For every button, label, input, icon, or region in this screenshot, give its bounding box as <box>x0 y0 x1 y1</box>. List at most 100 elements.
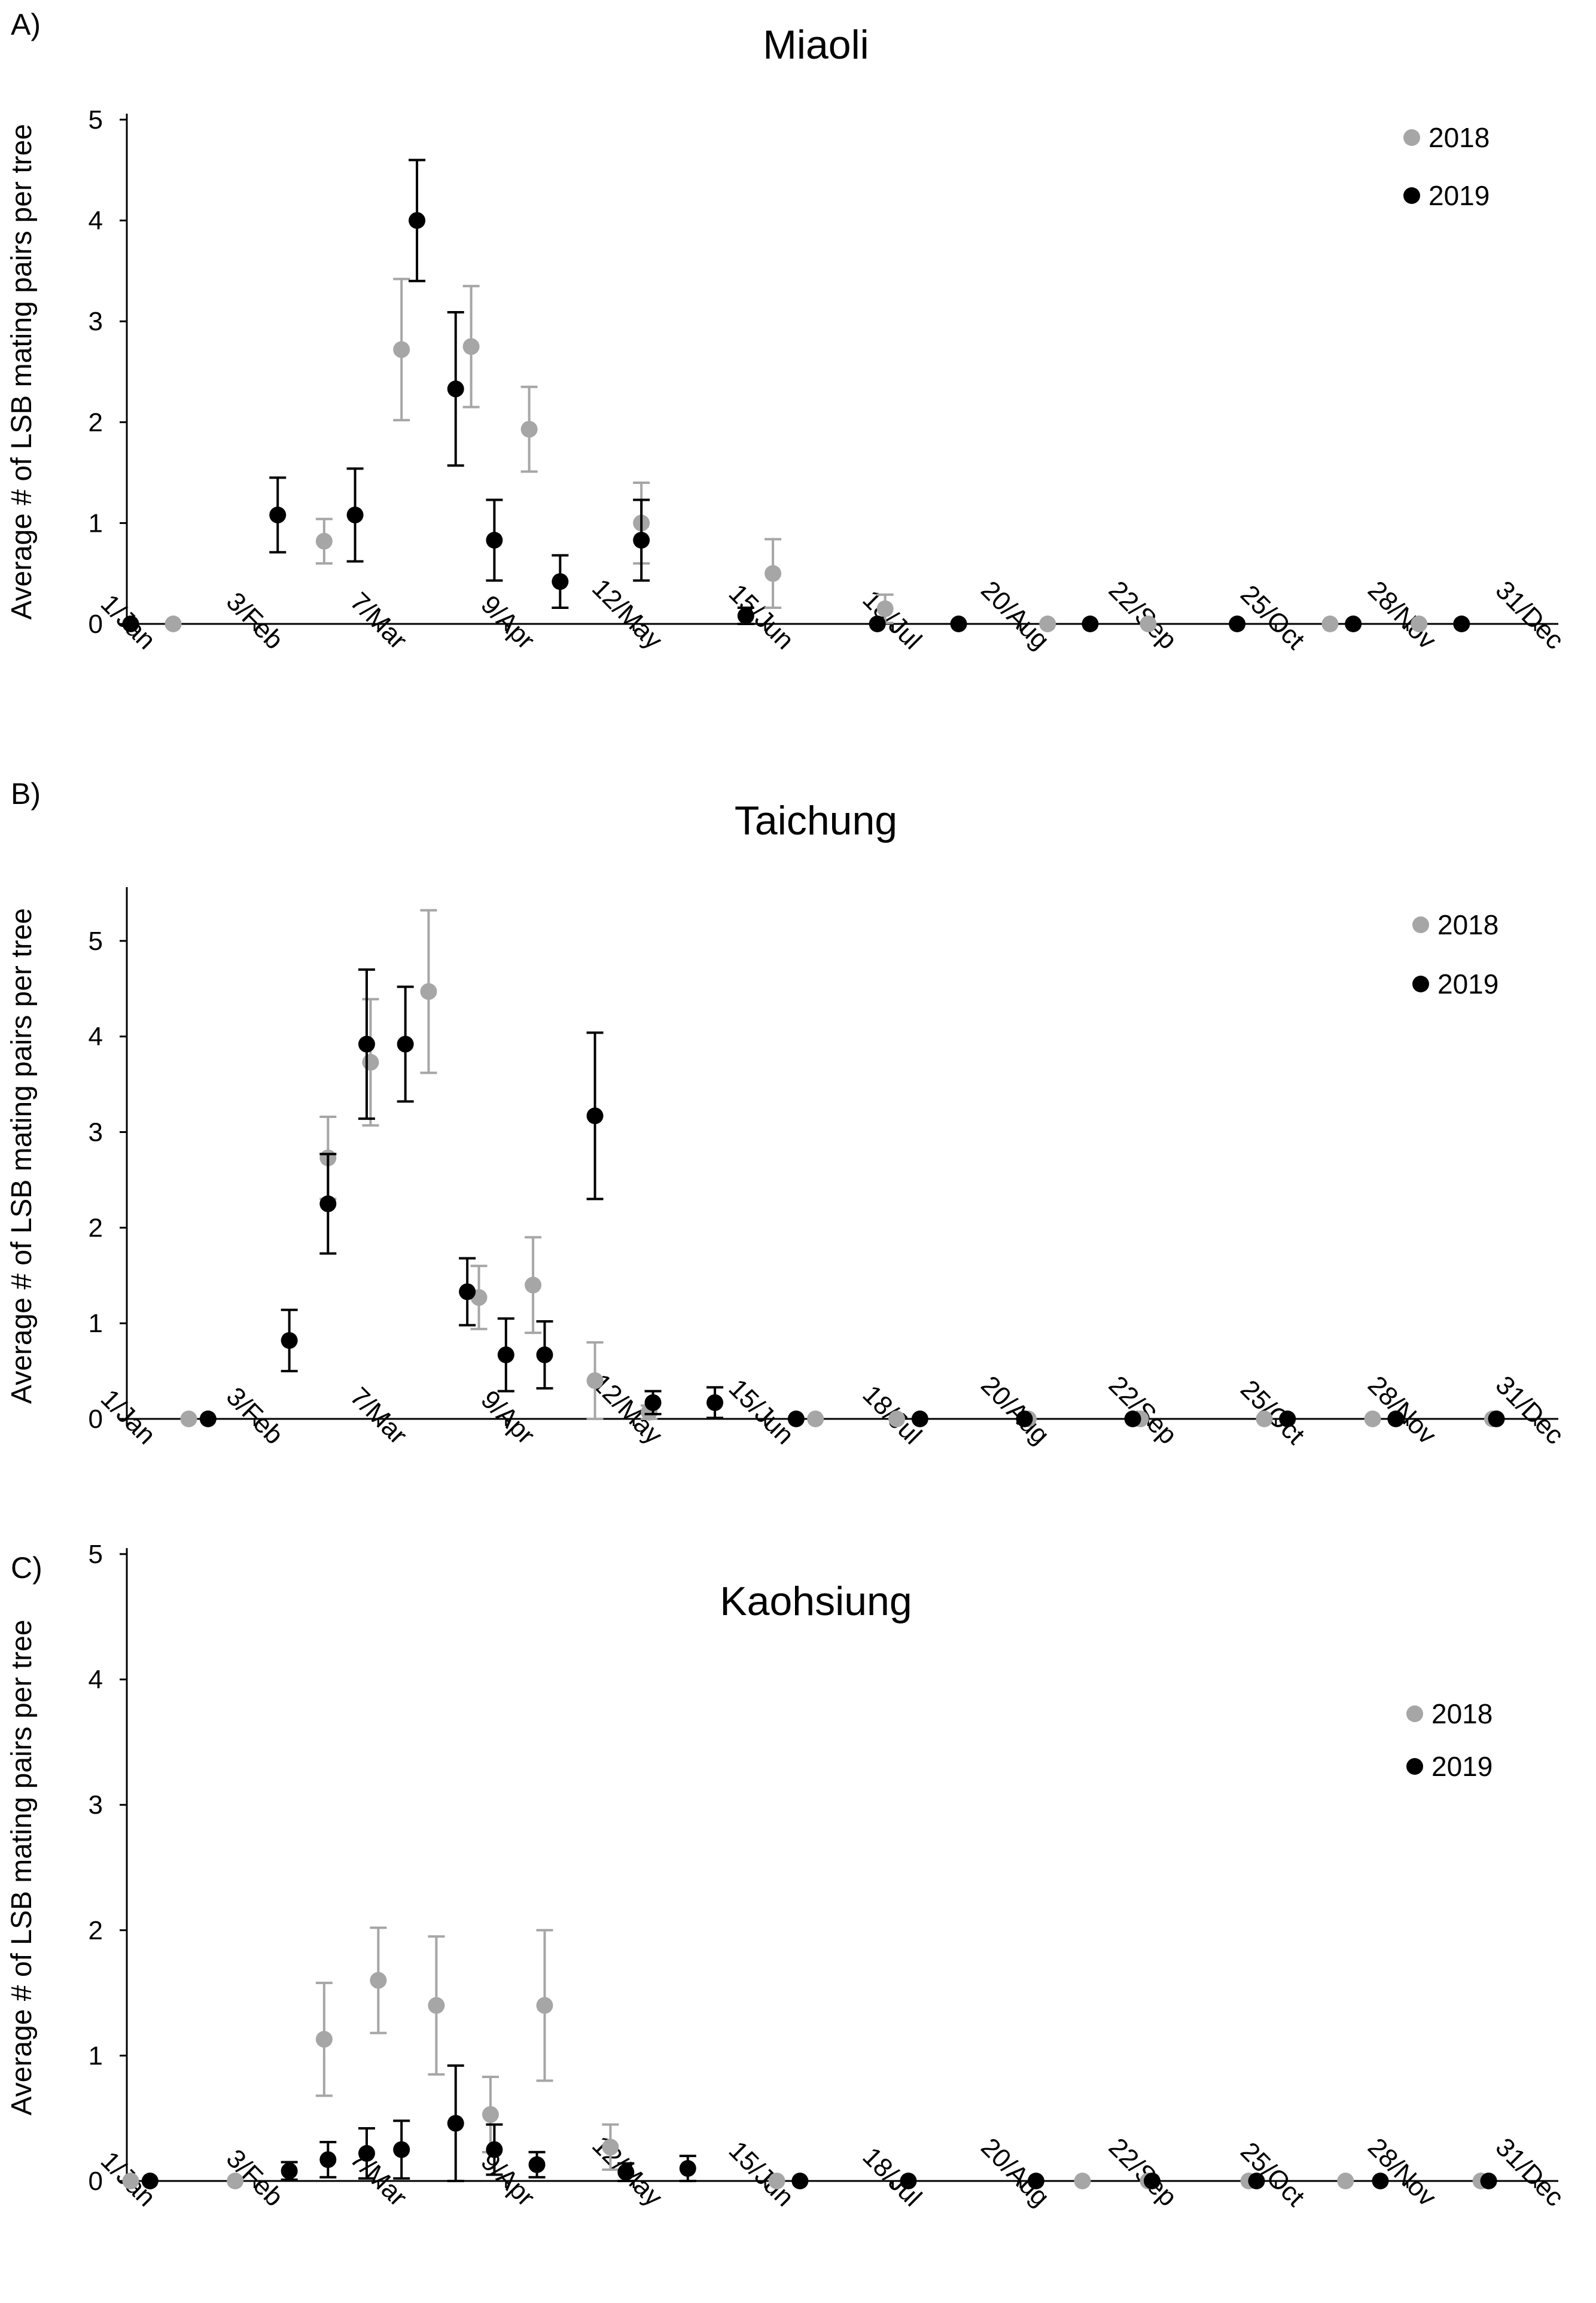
data-point <box>1345 616 1362 632</box>
panel-letter: A) <box>11 8 41 41</box>
y-tick-label: 3 <box>89 1790 103 1820</box>
y-tick-label: 4 <box>89 1665 103 1695</box>
chart-panel-miaoli: A)Miaoli0123451/Jan3/Feb7/Mar9/Apr12/May… <box>6 8 1570 655</box>
data-point <box>393 341 410 358</box>
x-tick-label: 9/Apr <box>475 1385 540 1450</box>
data-point <box>528 2156 546 2173</box>
data-point <box>315 2031 333 2048</box>
y-axis-label: Average # of LSB mating pairs per tree <box>6 124 38 620</box>
legend-label-2019: 2019 <box>1437 968 1498 1000</box>
data-point <box>409 212 426 229</box>
data-point <box>319 2151 337 2168</box>
series-2019 <box>141 2064 1497 2189</box>
x-tick-label: 3/Feb <box>221 1382 289 1450</box>
data-point <box>362 1053 379 1071</box>
x-tick-label: 28/Nov <box>1362 2133 1442 2212</box>
legend-marker-2019 <box>1403 187 1420 204</box>
x-tick-label: 25/Oct <box>1235 580 1310 655</box>
x-tick-label: 20/Aug <box>975 2133 1055 2212</box>
legend-label-2019: 2019 <box>1429 180 1490 211</box>
x-tick-label: 31/Dec <box>1490 575 1570 655</box>
data-point <box>807 1411 824 1427</box>
x-tick-label: 7/Mar <box>345 1382 413 1450</box>
data-point <box>370 1972 387 1989</box>
legend-marker-2018 <box>1406 1705 1423 1722</box>
data-point <box>346 506 364 523</box>
x-tick-label: 12/May <box>586 573 668 655</box>
data-point <box>397 1035 414 1053</box>
data-point <box>1453 616 1470 632</box>
x-tick-label: 25/Oct <box>1235 1375 1310 1450</box>
y-tick-label: 3 <box>89 1118 103 1147</box>
series-2018 <box>122 1926 1490 2189</box>
data-point <box>1082 616 1099 632</box>
y-tick-label: 3 <box>89 307 103 336</box>
chart-panel-kaohsiung: C)Kaohsiung0123451/Jan3/Feb7/Mar9/Apr12/… <box>6 1540 1570 2212</box>
x-tick-label: 15/Jun <box>723 1373 800 1450</box>
x-tick-label: 22/Sep <box>1103 2133 1183 2212</box>
data-point <box>1143 2173 1161 2189</box>
x-tick-label: 20/Aug <box>975 575 1055 655</box>
x-tick-label: 7/Mar <box>345 587 413 655</box>
panel-letter: C) <box>11 1551 42 1585</box>
data-point <box>482 2106 499 2123</box>
y-tick-label: 0 <box>89 1405 103 1434</box>
data-point <box>447 380 464 398</box>
data-point <box>737 607 754 625</box>
data-point <box>644 1394 662 1411</box>
y-tick-label: 0 <box>89 2167 103 2196</box>
x-tick-label: 31/Dec <box>1490 2133 1570 2212</box>
legend-marker-2018 <box>1403 129 1420 146</box>
x-tick-label: 1/Jan <box>95 1384 162 1450</box>
x-tick-label: 31/Dec <box>1490 1370 1570 1450</box>
x-tick-label: 22/Sep <box>1103 1370 1183 1450</box>
data-point <box>586 1107 604 1125</box>
data-point <box>1279 1411 1296 1427</box>
y-tick-label: 5 <box>89 1540 103 1569</box>
data-point <box>180 1411 197 1427</box>
series-2018 <box>180 909 1501 1427</box>
data-point <box>462 338 480 355</box>
x-tick-label: 9/Apr <box>475 2147 540 2212</box>
y-tick-label: 5 <box>89 927 103 956</box>
data-point <box>525 1277 542 1294</box>
y-tick-label: 2 <box>89 1916 103 1945</box>
data-point <box>227 2173 244 2189</box>
data-point <box>1480 2173 1497 2189</box>
y-axis-label: Average # of LSB mating pairs per tree <box>6 908 38 1404</box>
y-tick-label: 5 <box>89 105 103 135</box>
data-point <box>950 616 967 632</box>
x-tick-label: 15/Jun <box>723 2136 800 2212</box>
data-point <box>679 2160 696 2177</box>
x-tick-label: 28/Nov <box>1362 1370 1442 1450</box>
y-tick-label: 1 <box>89 2041 103 2070</box>
data-point <box>888 1411 906 1427</box>
data-point <box>497 1346 514 1363</box>
data-point <box>768 2173 785 2189</box>
data-point <box>141 2173 159 2189</box>
data-point <box>486 532 503 549</box>
data-point <box>1321 616 1339 632</box>
data-point <box>1337 2173 1354 2189</box>
data-point <box>1411 616 1428 632</box>
legend-label-2019: 2019 <box>1431 1751 1493 1782</box>
data-point <box>602 2138 619 2156</box>
legend-marker-2018 <box>1412 916 1429 933</box>
x-tick-label: 28/Nov <box>1362 575 1442 655</box>
data-point <box>1140 616 1157 632</box>
data-point <box>552 573 569 590</box>
data-point <box>1364 1411 1381 1427</box>
y-tick-label: 1 <box>89 508 103 538</box>
legend-label-2018: 2018 <box>1437 909 1498 940</box>
data-point <box>1248 2173 1265 2189</box>
series-2019 <box>122 159 1470 632</box>
data-point <box>911 1411 928 1427</box>
data-point <box>869 616 886 632</box>
data-point <box>122 2173 139 2189</box>
data-point <box>706 1394 724 1411</box>
data-point <box>1124 1411 1141 1427</box>
data-point <box>358 1035 375 1053</box>
data-point <box>1027 2173 1044 2189</box>
panel-letter: B) <box>11 777 41 811</box>
chart-title: Kaohsiung <box>720 1579 912 1624</box>
